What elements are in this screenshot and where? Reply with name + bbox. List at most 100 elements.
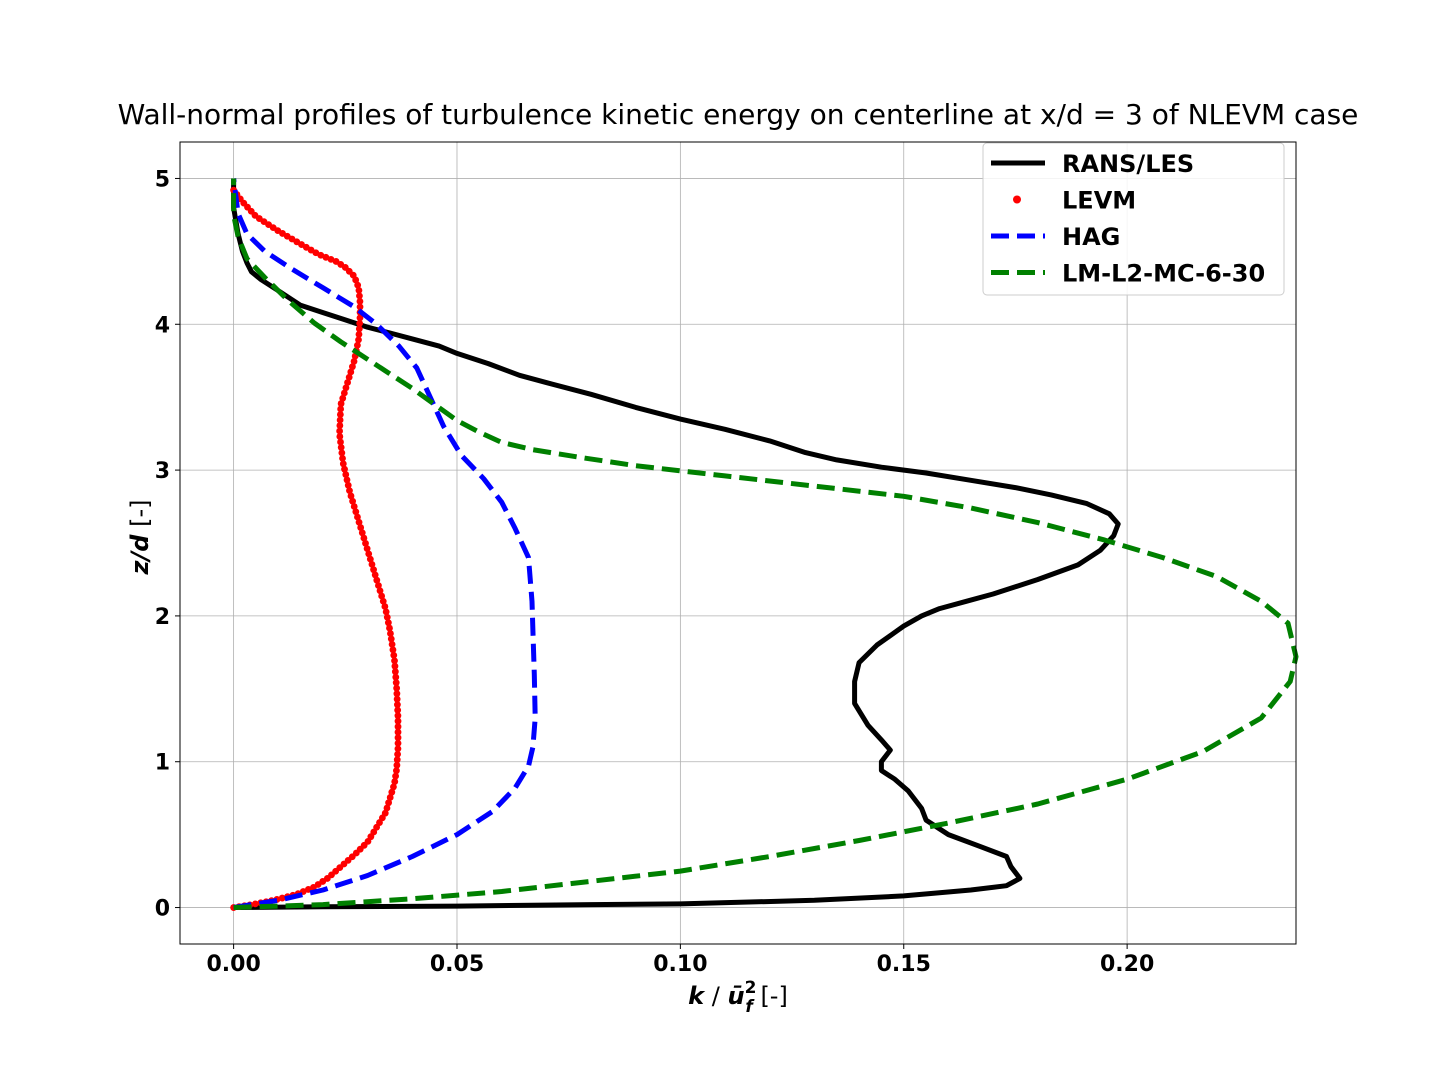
series-point (349, 497, 357, 505)
series-point (387, 635, 395, 643)
series-point (339, 460, 347, 468)
series-point (327, 255, 335, 263)
series-point (337, 405, 345, 413)
x-tick-label: 0.20 (1100, 952, 1154, 977)
series-point (387, 630, 394, 637)
series-point (393, 761, 401, 769)
legend-label: LM-L2-MC-6-30 (1062, 260, 1265, 288)
series-point (391, 778, 399, 785)
series-point (391, 657, 398, 665)
x-axis-label-sep: / (704, 982, 727, 1010)
series-point (358, 529, 366, 537)
x-tick-label: 0.05 (430, 952, 484, 977)
series-point (345, 373, 353, 381)
x-tick-label: 0.10 (653, 952, 707, 977)
series-hag (231, 178, 538, 910)
y-tick-label: 2 (155, 605, 170, 630)
series-point (332, 258, 340, 265)
y-axis-label-unit: [-] (126, 500, 154, 535)
series-point (343, 476, 351, 484)
series-point (394, 712, 402, 720)
series-point (336, 411, 344, 418)
y-tick-label: 1 (155, 751, 170, 776)
series-point (336, 433, 344, 440)
series-point (393, 690, 401, 698)
x-axis-label-base: ū (727, 982, 744, 1010)
series-point (342, 384, 350, 392)
legend-box (982, 142, 1285, 296)
series-point (394, 717, 402, 725)
series-point (383, 613, 391, 621)
series-point (379, 597, 387, 605)
y-tick-label: 0 (155, 897, 170, 922)
series-point (344, 379, 351, 386)
series-point (354, 513, 361, 521)
series-point (391, 668, 399, 676)
y-tick-label: 5 (155, 167, 170, 192)
series-point (347, 368, 355, 376)
series-point (394, 728, 402, 736)
series-point (340, 389, 348, 397)
axis-ticks: 0.00 0.05 0.10 0.15 0.20 0 1 2 3 4 5 (155, 167, 1155, 977)
series-point (381, 809, 389, 817)
x-axis-label-sub: f (745, 997, 755, 1017)
series-point (355, 287, 363, 294)
series-point (394, 739, 402, 747)
series-point (322, 253, 330, 261)
series-point (378, 592, 386, 600)
series-point (352, 508, 360, 516)
x-axis-label-unit: [-] (753, 982, 788, 1010)
series-point (356, 292, 363, 300)
series-point (394, 706, 402, 714)
series-point (337, 438, 344, 446)
series-point (342, 471, 350, 478)
series-point (336, 422, 344, 429)
series-point (383, 804, 391, 812)
plot-frame (179, 141, 1297, 945)
series-point (366, 555, 374, 563)
series-point (385, 799, 392, 807)
series-point (341, 465, 348, 473)
series-point (375, 582, 382, 589)
series-point (338, 449, 346, 457)
series-lm-l2-mc-6-30 (231, 178, 1299, 910)
series-point (394, 701, 401, 709)
y-axis-label: z/d [-] (126, 500, 154, 576)
series-point (393, 695, 401, 703)
series-point (337, 444, 345, 451)
series-point (356, 314, 364, 322)
series-point (355, 518, 363, 526)
series-point (356, 319, 364, 327)
series-point (349, 363, 356, 371)
series-point (393, 756, 401, 764)
series-point (339, 454, 346, 462)
y-axis-label-symbol: z/d (126, 534, 154, 576)
series-point (356, 297, 364, 305)
x-axis-label-symbol: k (688, 982, 706, 1010)
series-point (376, 587, 384, 595)
series-point (386, 794, 394, 801)
legend-label: LEVM (1062, 187, 1136, 215)
series-point (373, 576, 381, 584)
series-point (347, 492, 355, 500)
series-point (392, 679, 400, 687)
series-point (362, 539, 369, 547)
series-point (394, 734, 402, 742)
plot-series (230, 178, 1299, 911)
x-tick-label: 0.15 (877, 952, 931, 977)
series-point (394, 750, 401, 758)
series-point (350, 358, 358, 365)
series-point (278, 894, 286, 902)
series-point (363, 545, 371, 553)
series-point (365, 550, 373, 558)
legend-label: RANS/LES (1062, 150, 1194, 178)
series-point (381, 603, 389, 610)
series-point (388, 640, 396, 648)
series-point (251, 900, 259, 908)
series-point (392, 772, 399, 780)
series-point (336, 416, 344, 424)
x-tick-label: 0.00 (206, 952, 260, 977)
y-tick-label: 3 (155, 459, 170, 484)
series-point (355, 336, 362, 344)
